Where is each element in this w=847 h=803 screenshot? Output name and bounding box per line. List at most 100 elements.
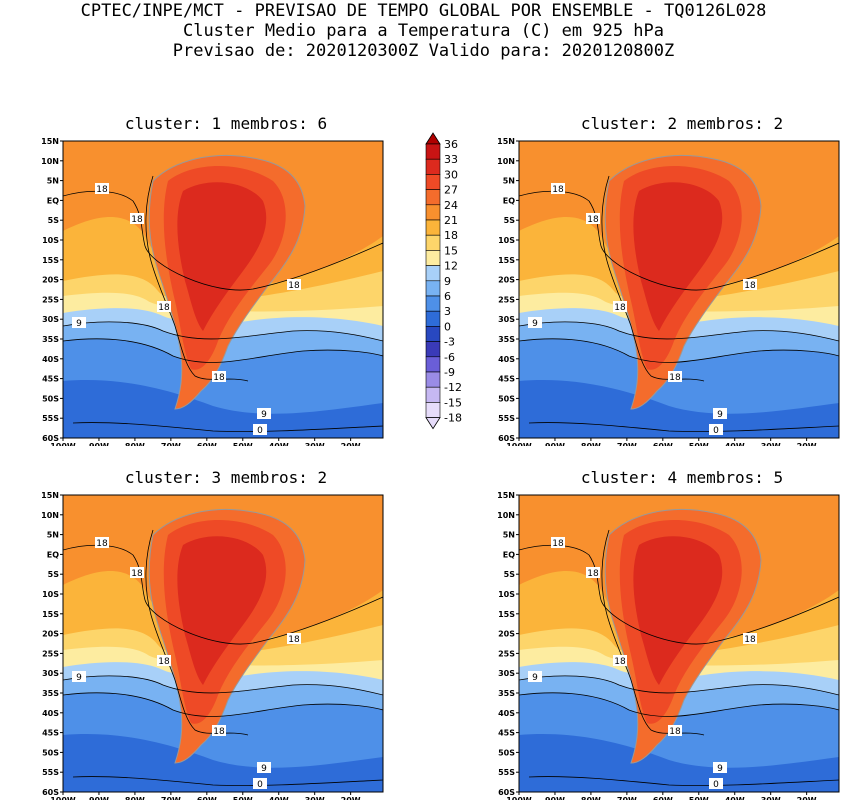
contour-label: 18 xyxy=(669,727,681,737)
contour-line-1 xyxy=(601,529,705,736)
contour-label-bg xyxy=(713,408,727,419)
lon-label: 60W xyxy=(653,796,673,800)
lat-label: 20S xyxy=(498,630,515,639)
contour-label: 0 xyxy=(713,426,719,436)
lon-label: 50W xyxy=(233,442,253,446)
contour-line-0 xyxy=(63,544,383,645)
header-line-1: CPTEC/INPE/MCT - PREVISAO DE TEMPO GLOBA… xyxy=(80,1,767,21)
panel-2-title: cluster: 2 membros: 2 xyxy=(580,114,784,133)
lon-label: 100W xyxy=(506,796,532,800)
colorbar-label: -18 xyxy=(444,412,462,425)
temp-band-7 xyxy=(63,380,383,438)
lat-label: 20S xyxy=(498,276,515,285)
lat-label: 15N xyxy=(41,491,59,500)
lon-label: 80W xyxy=(581,442,601,446)
hot-core xyxy=(177,182,267,331)
lon-label: 70W xyxy=(617,442,637,446)
lat-label: 10N xyxy=(497,511,515,520)
contour-line-4 xyxy=(72,422,383,432)
colorbar-swatch xyxy=(425,174,441,190)
panel-4-title: cluster: 4 membros: 5 xyxy=(580,468,784,487)
lat-label: 10S xyxy=(498,590,515,599)
lon-label: 40W xyxy=(269,442,289,446)
lat-label: 20S xyxy=(42,276,59,285)
contour-label: 9 xyxy=(717,764,723,774)
contour-line-3 xyxy=(519,338,839,363)
map-panel-3: 18 18 18 18 18 9 9 0 15N 10N 5N EQ 5S 10S 15S 20S 25S 30S… xyxy=(41,491,384,800)
map-frame xyxy=(518,494,840,793)
contour-line-0 xyxy=(519,190,839,291)
contour-label: 0 xyxy=(713,780,719,790)
lat-label: 45S xyxy=(42,729,59,738)
colorbar-swatch xyxy=(425,295,441,312)
lat-label: 35S xyxy=(498,689,515,698)
contour-label-bg xyxy=(95,537,109,548)
lat-label: 5S xyxy=(504,216,516,225)
colorbar-swatch xyxy=(425,265,441,282)
contour-line-2 xyxy=(63,675,383,696)
lat-label: 40S xyxy=(42,709,59,718)
lat-label: 35S xyxy=(498,335,515,344)
contour-label-bg xyxy=(709,778,723,789)
map-panel-1: 18 18 18 18 18 9 9 0 15N 10N 5N EQ 5S 10S 15S 20S 25S 30S… xyxy=(41,137,384,446)
lat-label: 5S xyxy=(48,570,60,579)
colorbar-label: 24 xyxy=(444,199,458,212)
map-frame xyxy=(518,140,840,439)
hot-core xyxy=(633,536,723,685)
colorbar-label: 15 xyxy=(444,244,458,257)
contour-label: 9 xyxy=(717,410,723,420)
contour-label: 9 xyxy=(261,410,267,420)
colorbar-label: 27 xyxy=(444,184,458,197)
contour-label: 18 xyxy=(552,185,564,195)
contour-label: 9 xyxy=(532,673,538,683)
lat-label: 5S xyxy=(504,570,516,579)
lat-label: 10N xyxy=(41,157,59,166)
lat-label: 60S xyxy=(42,788,59,797)
contour-label-bg xyxy=(528,671,542,682)
contour-label-bg xyxy=(95,183,109,194)
contour-line-2 xyxy=(519,321,839,342)
colorbar-label: 21 xyxy=(444,214,458,227)
lon-label: 60W xyxy=(653,442,673,446)
lon-label: 90W xyxy=(545,442,565,446)
contour-label-bg xyxy=(257,408,271,419)
colorbar-swatch xyxy=(425,280,441,297)
contour-label-bg xyxy=(157,655,171,666)
contour-line-2 xyxy=(519,675,839,696)
colorbar-swatch xyxy=(425,219,441,236)
contour-label-bg xyxy=(613,301,627,312)
contour-label: 18 xyxy=(669,373,681,383)
lat-label: 55S xyxy=(42,414,59,423)
map-panel-4: 18 18 18 18 18 9 9 0 15N 10N 5N EQ 5S 10S 15S 20S 25S 30S… xyxy=(497,491,840,800)
colorbar-label: 36 xyxy=(444,138,458,151)
map-field: 18 18 18 18 18 9 9 0 xyxy=(519,141,839,438)
contour-label-bg xyxy=(253,778,267,789)
lat-label: 60S xyxy=(42,434,59,443)
lat-label: 15N xyxy=(497,491,515,500)
lat-label: 10S xyxy=(42,590,59,599)
lat-label: 20S xyxy=(42,630,59,639)
contour-label: 0 xyxy=(257,426,263,436)
lon-label: 30W xyxy=(761,796,781,800)
lat-label: 45S xyxy=(498,729,515,738)
lat-label: 25S xyxy=(42,295,59,304)
lon-label: 70W xyxy=(617,796,637,800)
contour-label-bg xyxy=(528,317,542,328)
lon-label: 30W xyxy=(305,442,325,446)
lat-label: 10S xyxy=(42,236,59,245)
lat-label: 55S xyxy=(498,768,515,777)
lat-label: 15S xyxy=(42,610,59,619)
contour-label-bg xyxy=(613,655,627,666)
colorbar-swatch xyxy=(425,189,441,206)
lat-label: EQ xyxy=(47,550,59,559)
colorbar-swatch xyxy=(425,310,441,327)
panel-3-title: cluster: 3 membros: 2 xyxy=(124,468,328,487)
lon-label: 20W xyxy=(797,442,817,446)
lat-label: 30S xyxy=(498,315,515,324)
contour-label: 18 xyxy=(96,185,108,195)
lat-label: 5S xyxy=(48,216,60,225)
colorbar-label: 18 xyxy=(444,229,458,242)
lon-label: 100W xyxy=(50,796,76,800)
contour-label: 18 xyxy=(131,215,143,225)
